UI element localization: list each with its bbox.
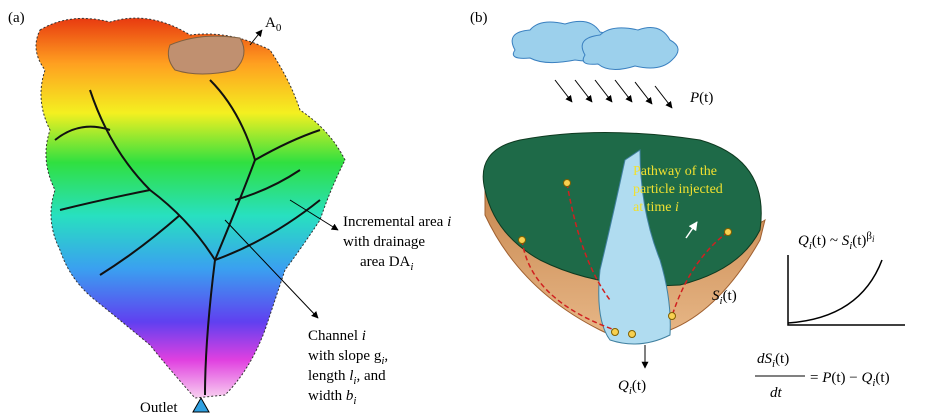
text: P	[689, 90, 699, 106]
balance-denominator: dt	[770, 385, 783, 401]
a0-main: A	[265, 15, 276, 31]
discharge-label: Qi(t)	[618, 378, 646, 397]
text: =	[810, 370, 822, 386]
text: Channel	[308, 328, 362, 344]
text: Incremental area	[343, 214, 447, 230]
a0-sub: 0	[276, 22, 282, 34]
area-a0	[168, 36, 244, 74]
text: (t) ~	[812, 233, 842, 249]
a0-label: A0	[265, 15, 282, 34]
text: i	[872, 234, 875, 244]
text: dS	[757, 351, 773, 367]
panel-label: (a)	[8, 10, 25, 26]
text: P	[821, 370, 831, 386]
text: (t)	[852, 233, 866, 249]
text: Q	[862, 370, 873, 386]
figure: (a) A0 Incremental area i with drainage …	[0, 0, 932, 416]
text: (t)	[723, 288, 737, 304]
text: (t) −	[831, 370, 861, 386]
relation-curve	[788, 260, 882, 323]
precipitation-label: P(t)	[689, 90, 713, 106]
text: (t)	[875, 370, 889, 386]
text: i	[353, 395, 356, 407]
text: Q	[618, 378, 629, 394]
outlet-marker	[193, 398, 209, 412]
text: length	[308, 368, 349, 384]
text: area DA	[360, 254, 411, 270]
a0-arrow	[250, 30, 262, 45]
text: , and	[356, 368, 386, 384]
outlet-label: Outlet	[140, 400, 178, 416]
text: at time	[633, 200, 675, 215]
panel-label: (b)	[470, 10, 488, 26]
channel-line: Channel i	[308, 328, 366, 344]
text: i	[362, 328, 366, 344]
text: (t)	[632, 378, 646, 394]
channel-line: with slope gi,	[308, 348, 388, 367]
text: (t)	[775, 351, 789, 367]
balance-numerator: dSi(t)	[757, 351, 789, 370]
balance-rhs: = P(t) − Qi(t)	[810, 370, 890, 389]
text: width	[308, 388, 346, 404]
text: i	[675, 200, 679, 215]
storage-label: Si(t)	[712, 288, 737, 307]
relation-axes	[788, 255, 905, 325]
text: (t)	[699, 90, 713, 106]
text: particle injected	[633, 182, 723, 197]
channel-line: width bi	[308, 388, 356, 407]
text: with slope g	[308, 348, 382, 364]
area-line: with drainage	[343, 234, 425, 250]
rain-arrows	[555, 80, 672, 108]
channel-line: length li, and	[308, 368, 386, 387]
text: ,	[384, 348, 388, 364]
text: at time i	[633, 200, 679, 215]
text: Q	[798, 233, 809, 249]
clouds	[512, 21, 678, 69]
area-line: area DAi	[360, 254, 413, 273]
text: Pathway of the	[633, 164, 717, 179]
text: i	[447, 214, 451, 230]
watershed	[36, 18, 345, 398]
text: i	[410, 261, 413, 273]
relation-label: Qi(t) ~ Si(t)βi	[798, 230, 875, 252]
area-line: Incremental area i	[343, 214, 451, 230]
